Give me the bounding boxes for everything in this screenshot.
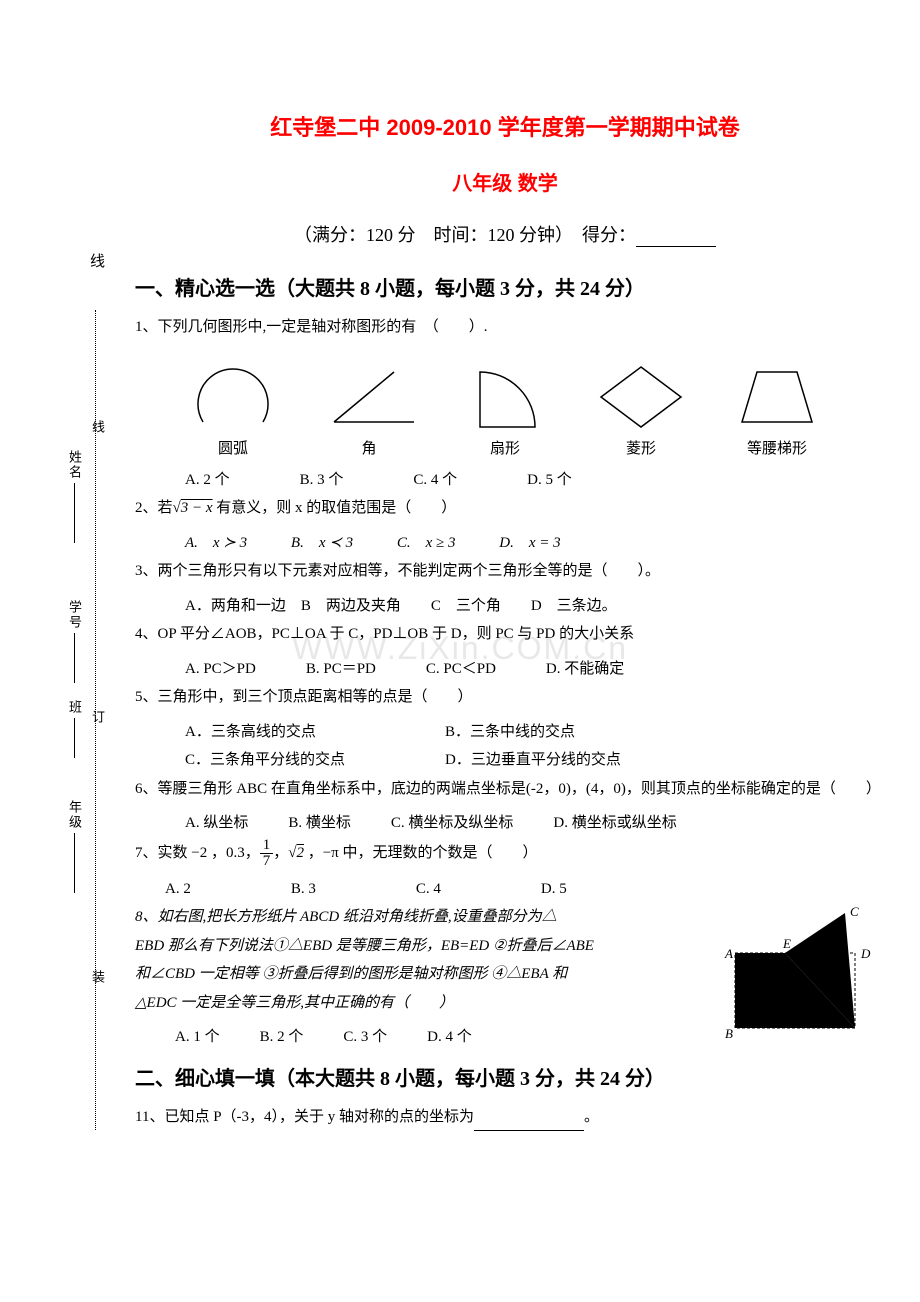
binding-margin: 线 年级 班 学号 姓名 装 订 线 (55, 220, 115, 1120)
svg-text:C: C (850, 904, 859, 919)
exam-info: （满分：120 分 时间：120 分钟） 得分： (135, 221, 875, 247)
binding-char-ding: 订 (88, 710, 107, 725)
shape-label-rhombus: 菱形 (626, 437, 656, 458)
q8-line3: 和∠CBD 一定相等 ③折叠后得到的图形是轴对称图形 ④△EBA 和 (135, 960, 700, 989)
q2-options: A. x ≻ 3 B. x ≺ 3 C. x ≥ 3 D. x = 3 (135, 529, 875, 558)
binding-char-zhuang: 装 (88, 970, 107, 985)
q1-options: A. 2 个 B. 3 个 C. 4 个 D. 5 个 (135, 466, 875, 495)
q8-line1: 8、如右图,把长方形纸片 ABCD 纸沿对角线折叠,设重叠部分为△ (135, 903, 700, 932)
section1-title: 一、精心选一选（大题共 8 小题，每小题 3 分，共 24 分） (135, 272, 875, 301)
svg-text:B: B (725, 1026, 733, 1041)
q5-text: 5、三角形中，到三个顶点距离相等的点是（ ） (135, 683, 875, 712)
svg-text:A: A (724, 946, 733, 961)
name-label: 姓名 (65, 450, 84, 546)
q8-container: 8、如右图,把长方形纸片 ABCD 纸沿对角线折叠,设重叠部分为△ EBD 那么… (135, 903, 875, 1052)
rhombus-icon (591, 357, 691, 432)
studentid-label: 学号 (65, 600, 84, 686)
class-label: 班 (65, 700, 84, 761)
angle-icon (319, 357, 419, 432)
exam-title: 红寺堡二中 2009-2010 学年度第一学期期中试卷 (135, 110, 875, 142)
q8-options: A. 1 个 B. 2 个 C. 3 个 D. 4 个 (135, 1023, 700, 1052)
q6-options: A. 纵坐标 B. 横坐标 C. 横坐标及纵坐标 D. 横坐标或纵坐标 (135, 809, 875, 838)
binding-char-line1: 线 (90, 250, 105, 271)
shape-label-angle: 角 (361, 437, 376, 458)
section2-title: 二、细心填一填（本大题共 8 小题，每小题 3 分，共 24 分） (135, 1062, 875, 1091)
q4-options: A. PC＞PD B. PC＝PD C. PC＜PD D. 不能确定 (135, 655, 875, 684)
q6-text: 6、等腰三角形 ABC 在直角坐标系中，底边的两端点坐标是(-2，0)，(4，0… (135, 775, 875, 804)
q1-shapes: 圆弧 角 扇形 菱形 等腰梯形 (135, 357, 875, 458)
shape-label-trapezoid: 等腰梯形 (747, 437, 807, 458)
svg-text:E: E (782, 936, 791, 951)
q7-text: 7、实数 −2 ，0.3，17，√2 ，−π 中，无理数的个数是（ ） (135, 838, 875, 869)
q8-line4: △EDC 一定是全等三角形,其中正确的有（ ） (135, 989, 700, 1018)
q5-options: A．三条高线的交点 B．三条中线的交点 C．三条角平分线的交点 D．三边垂直平分… (135, 718, 875, 775)
q8-figure: A E C D B (715, 903, 875, 1043)
q3-options: A．两角和一边 B 两边及夹角 C 三个角 D 三条边。 (135, 592, 875, 621)
shape-label-arc: 圆弧 (218, 437, 248, 458)
svg-text:D: D (860, 946, 871, 961)
sector-icon (455, 357, 555, 432)
q1-text: 1、下列几何图形中,一定是轴对称图形的有 （ ）. (135, 313, 875, 342)
q3-text: 3、两个三角形只有以下元素对应相等，不能判定两个三角形全等的是（ ）。 (135, 557, 875, 586)
exam-subtitle: 八年级 数学 (135, 167, 875, 196)
q7-options: A. 2 B. 3 C. 4 D. 5 (135, 875, 875, 904)
binding-char-xian: 线 (88, 420, 107, 435)
q2-text: 2、若√3 − x 有意义，则 x 的取值范围是（ ） (135, 494, 875, 523)
arc-icon (183, 357, 283, 432)
q8-line2: EBD 那么有下列说法①△EBD 是等腰三角形，EB=ED ②折叠后∠ABE (135, 932, 700, 961)
main-content: 红寺堡二中 2009-2010 学年度第一学期期中试卷 八年级 数学 （满分：1… (135, 110, 875, 1137)
shape-label-sector: 扇形 (490, 437, 520, 458)
q11-text: 11、已知点 P（-3，4），关于 y 轴对称的点的坐标为。 (135, 1103, 875, 1132)
trapezoid-icon (727, 357, 827, 432)
q4-text: 4、OP 平分∠AOB，PC⊥OA 于 C，PD⊥OB 于 D，则 PC 与 P… (135, 620, 875, 649)
grade-label: 年级 (65, 800, 84, 896)
